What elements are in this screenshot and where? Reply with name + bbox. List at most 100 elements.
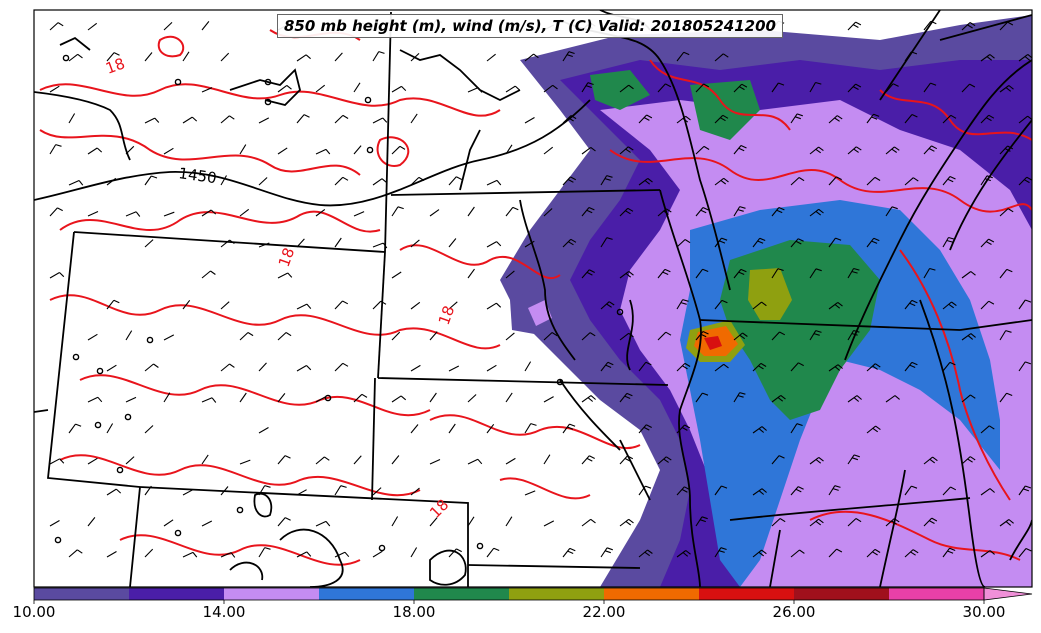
wind-barb <box>315 84 326 93</box>
wind-barb <box>809 268 822 279</box>
wind-barb <box>372 117 388 124</box>
wind-barb <box>220 301 230 310</box>
wind-barb <box>581 518 596 527</box>
wind-barb <box>201 397 217 403</box>
wind-barb <box>372 300 387 310</box>
calm-wind-circle <box>616 308 624 316</box>
wind-barb <box>809 146 824 155</box>
wind-barb <box>600 237 613 248</box>
shade-24 <box>704 336 722 350</box>
wind-barb <box>353 145 362 155</box>
wind-barb <box>581 455 595 465</box>
wind-barb <box>201 209 217 217</box>
wind-barb <box>847 395 862 403</box>
wind-barb <box>581 269 595 279</box>
wind-barb <box>239 392 247 403</box>
wind-barb <box>562 176 577 186</box>
wind-barb <box>714 363 729 372</box>
colorbar-segment <box>604 588 699 600</box>
wind-barb <box>87 333 98 341</box>
wind-barb <box>296 365 312 372</box>
wind-barb <box>714 53 729 62</box>
wind-barb <box>714 299 728 310</box>
wind-barb <box>676 299 689 310</box>
colorbar-tick-label: 22.00 <box>582 603 626 621</box>
colorbar-tick-label: 26.00 <box>772 603 816 621</box>
wind-barb <box>258 242 270 248</box>
wind-barb <box>334 485 347 496</box>
wind-barb <box>258 117 270 124</box>
wind-barb <box>486 364 497 372</box>
wind-barb <box>201 520 213 527</box>
wind-barb <box>448 301 458 310</box>
wind-barb <box>809 456 824 465</box>
wind-barb <box>353 211 365 217</box>
wind-barb <box>163 392 171 403</box>
wind-barb <box>999 392 1013 403</box>
wind-barb <box>49 520 60 527</box>
shade-north-green2 <box>690 80 760 140</box>
wind-barb <box>486 423 495 434</box>
wind-barb <box>505 516 513 527</box>
wind-barb <box>144 117 160 124</box>
wind-barb <box>524 53 539 62</box>
wind-barb <box>790 549 805 558</box>
wind-barb <box>752 301 767 310</box>
wind-barb <box>828 115 843 124</box>
wind-barb <box>961 22 976 31</box>
wind-barb <box>334 176 349 186</box>
wind-barb <box>676 115 691 124</box>
wind-barb <box>923 82 937 93</box>
state-boundaries <box>34 10 1032 587</box>
calm-wind-circle <box>54 536 62 544</box>
calm-wind-circle <box>476 542 484 550</box>
wind-barb <box>87 517 96 527</box>
wind-barb <box>106 488 122 496</box>
wind-barb <box>619 332 634 341</box>
wind-barb <box>49 144 62 155</box>
wind-barb <box>657 208 672 217</box>
wind-barb <box>771 394 786 403</box>
wind-barb <box>1018 176 1032 186</box>
wind-barb <box>448 548 462 558</box>
wind-barb <box>258 362 267 372</box>
wind-barb <box>87 457 98 465</box>
wind-barb <box>999 85 1014 93</box>
wind-barb <box>771 268 784 279</box>
calm-wind-circle <box>378 544 386 552</box>
map-frame <box>33 9 1033 588</box>
wind-barb <box>1018 485 1032 496</box>
wind-barb <box>1018 361 1032 372</box>
wind-barb <box>638 177 653 186</box>
wind-barb <box>277 332 292 341</box>
wind-barb <box>277 455 291 465</box>
wind-barb <box>239 332 254 341</box>
wind-barb <box>581 395 596 403</box>
wind-barb <box>1018 299 1032 310</box>
wind-barb <box>372 178 387 186</box>
wind-barb <box>866 176 881 186</box>
wind-barb <box>372 51 385 62</box>
wind-barb <box>410 487 420 496</box>
wind-barb <box>847 21 862 31</box>
colorbar-segment <box>699 588 794 600</box>
wind-barb <box>87 396 103 403</box>
colorbar-segment <box>794 588 889 600</box>
wind-barb <box>600 301 615 310</box>
wind-barb <box>486 179 502 186</box>
wind-barb <box>695 83 710 93</box>
wind-barb <box>258 485 271 496</box>
wind-barb <box>999 208 1014 217</box>
wind-barb <box>543 84 558 93</box>
wind-barb <box>182 551 198 558</box>
wind-barb <box>733 206 746 217</box>
wind-barb <box>695 207 709 217</box>
wind-barb <box>163 211 175 217</box>
wind-barb <box>999 268 1013 279</box>
wind-barb <box>714 237 728 248</box>
wind-barb <box>885 395 900 403</box>
wind-barb <box>942 175 956 186</box>
wind-barb <box>942 301 957 310</box>
wind-barb <box>68 53 83 62</box>
wind-barb <box>334 300 349 310</box>
